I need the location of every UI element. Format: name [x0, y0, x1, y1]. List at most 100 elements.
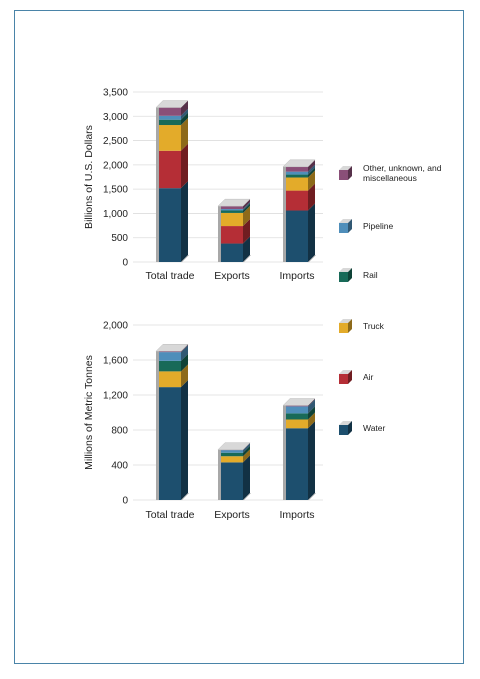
- bar-segment-side: [308, 412, 315, 429]
- bar-top-cap: [217, 198, 251, 207]
- swatch-top: [339, 421, 352, 425]
- legend-swatch-water: [338, 420, 354, 436]
- bar-segment-other: [221, 206, 243, 210]
- legend-swatch-graphic: [339, 421, 352, 435]
- bar-segment-pipeline: [286, 171, 308, 175]
- bar-segment-truck: [159, 371, 181, 388]
- bar-segment-side: [181, 112, 188, 126]
- bar-segment-side: [308, 167, 315, 178]
- bar-segment-other: [286, 405, 308, 407]
- y-tick-label: 2,500: [103, 136, 128, 147]
- bar-segment-side: [243, 199, 250, 210]
- y-tick-label: 1,600: [103, 356, 128, 367]
- legend-label-other: Other, unknown, and miscellaneous: [363, 163, 442, 183]
- bar-segment-truck: [221, 212, 243, 227]
- bar-segment-side: [308, 421, 315, 500]
- bar-segment-side: [243, 236, 250, 262]
- swatch-top: [339, 166, 352, 170]
- bar-segment-water: [286, 210, 308, 262]
- bar-segment-air: [159, 150, 181, 189]
- x-category-label: Total trade: [145, 270, 194, 282]
- y-tick-label: 0: [122, 496, 128, 507]
- swatch-front: [339, 223, 348, 233]
- bar-segment-side: [181, 364, 188, 388]
- swatch-top: [339, 319, 352, 323]
- bar-segment-side: [243, 449, 250, 463]
- y-tick-label: 400: [111, 461, 128, 472]
- bar-segment-side: [243, 455, 250, 500]
- legend-item-pipeline: Pipeline: [338, 218, 393, 234]
- swatch-side: [348, 268, 352, 282]
- bar-segment-truck: [159, 125, 181, 151]
- legend-item-truck: Truck: [338, 318, 384, 334]
- bar-base-edge: [181, 255, 189, 262]
- figure-frame: [14, 10, 464, 664]
- swatch-top: [339, 219, 352, 223]
- bar-segment-side: [243, 205, 250, 227]
- bar-top-cap: [217, 442, 251, 450]
- bar-segment-side: [308, 203, 315, 262]
- swatch-side: [348, 421, 352, 435]
- swatch-front: [339, 323, 348, 333]
- bar-segment-side: [243, 203, 250, 213]
- legend-swatch-graphic: [339, 370, 352, 384]
- bar-segment-side: [243, 443, 250, 453]
- swatch-front: [339, 272, 348, 282]
- bar-segment-rail: [159, 360, 181, 372]
- swatch-side: [348, 370, 352, 384]
- y-tick-label: 500: [111, 233, 128, 244]
- tonnage-chart: 0 400 800 1,200 1,600 2,000 Millions of Metric…: [83, 321, 323, 521]
- bar-segment-side: [243, 219, 250, 244]
- bar-segment-side: [181, 181, 188, 262]
- x-category-label: Total trade: [145, 509, 194, 521]
- swatch-side: [348, 166, 352, 180]
- bar-segment-other: [286, 166, 308, 172]
- bar-segment-water: [221, 462, 243, 500]
- bar-segment-water: [159, 188, 181, 262]
- bar-base-edge: [243, 255, 251, 262]
- legend-label-water: Water: [363, 423, 386, 433]
- y-tick-label: 0: [122, 258, 128, 269]
- legend-item-air: Air: [338, 369, 373, 385]
- bar-segment-side: [308, 164, 315, 175]
- legend-label-pipeline: Pipeline: [363, 221, 394, 231]
- y-tick-label: 2,000: [103, 321, 128, 332]
- bar-segment-side: [181, 353, 188, 372]
- bar-top-cap: [282, 398, 316, 406]
- bar-top-cap: [155, 100, 189, 108]
- swatch-side: [348, 319, 352, 333]
- bar-segment-side: [181, 143, 188, 189]
- bar-segment-truck: [286, 419, 308, 429]
- bar-segment-air: [221, 226, 243, 244]
- legend-label-truck: Truck: [363, 321, 384, 331]
- y-tick-label: 3,500: [103, 88, 128, 99]
- bar-segment-rail: [286, 174, 308, 178]
- bar-base-edge: [308, 493, 316, 500]
- legend-swatch-air: [338, 369, 354, 385]
- bar-segment-truck: [221, 456, 243, 463]
- x-category-label: Exports: [214, 509, 250, 521]
- legend-swatch-other: [338, 165, 354, 181]
- legend-item-rail: Rail: [338, 267, 378, 283]
- bar-base-edge: [181, 493, 189, 500]
- bar-segment-side: [308, 170, 315, 191]
- bar-segment-other: [159, 351, 181, 353]
- swatch-top: [339, 268, 352, 272]
- bar-top-cap: [155, 344, 189, 352]
- bar-segment-side: [181, 345, 188, 361]
- bar-left-edge: [156, 351, 159, 500]
- bar-segment-water: [286, 428, 308, 500]
- bar-left-edge: [283, 405, 286, 500]
- bar-segment-air: [286, 190, 308, 211]
- bar-segment-pipeline: [159, 352, 181, 361]
- bar-base-edge: [308, 255, 316, 262]
- bar-segment-side: [308, 406, 315, 420]
- legend-swatch-graphic: [339, 268, 352, 282]
- bar-left-edge: [283, 166, 286, 262]
- bar-segment-side: [181, 380, 188, 500]
- y-axis-title: Millions of Metric Tonnes: [83, 355, 95, 470]
- y-tick-label: 1,200: [103, 391, 128, 402]
- bar-segment-side: [243, 445, 250, 457]
- swatch-top: [339, 370, 352, 374]
